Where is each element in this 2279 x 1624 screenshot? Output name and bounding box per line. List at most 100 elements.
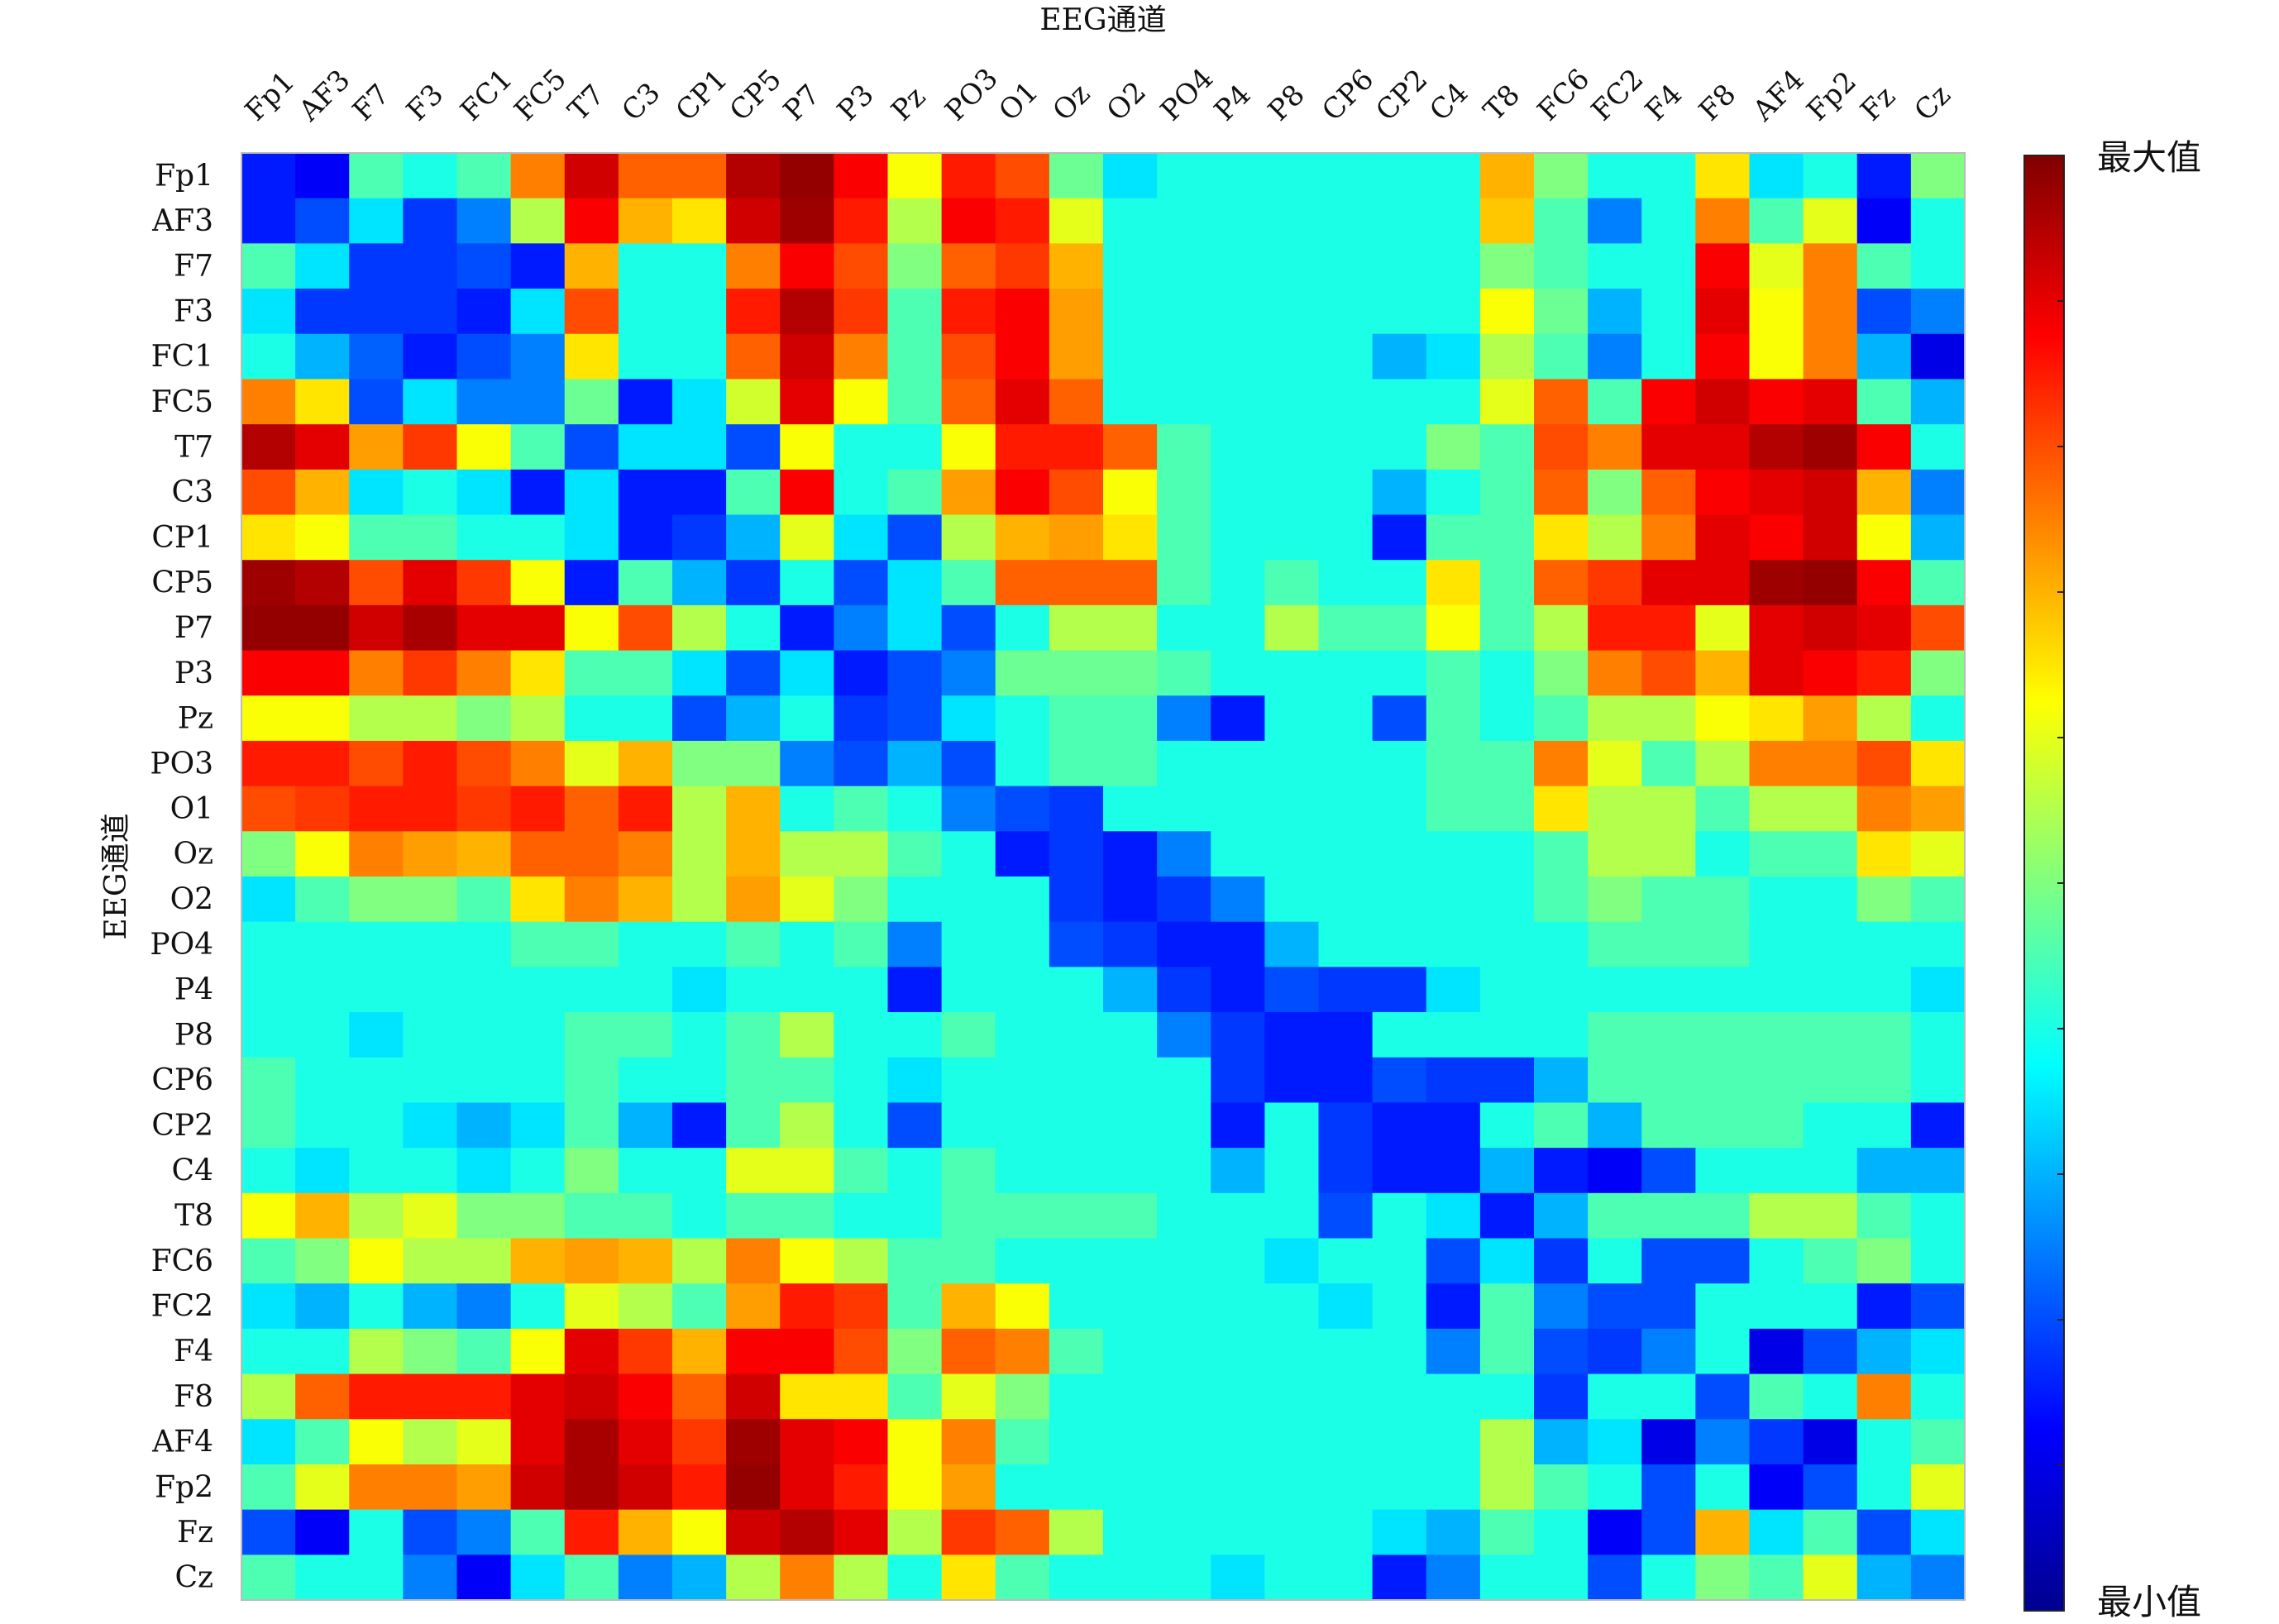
heatmap-cell (1695, 560, 1751, 606)
heatmap-cell (726, 1464, 781, 1511)
heatmap-cell (834, 786, 889, 832)
heatmap-cell (1534, 1328, 1589, 1375)
heatmap-cell (1318, 153, 1374, 199)
heatmap-cell (941, 695, 996, 742)
heatmap-cell (1641, 967, 1696, 1013)
heatmap-cell (1695, 153, 1751, 199)
heatmap-cell (618, 1419, 673, 1465)
heatmap-cell (780, 1464, 834, 1511)
heatmap-cell (887, 424, 943, 470)
heatmap-cell (1157, 1057, 1211, 1104)
heatmap-cell (780, 921, 834, 967)
heatmap-cell (672, 333, 727, 380)
heatmap-cell (1103, 831, 1158, 877)
heatmap-cell (780, 967, 834, 1013)
heatmap-cell (672, 514, 727, 561)
heatmap-cell (887, 921, 943, 967)
heatmap-cell (1749, 786, 1804, 832)
heatmap-cell (995, 1238, 1050, 1284)
heatmap-cell (1264, 1419, 1320, 1465)
heatmap-cell (1641, 786, 1696, 832)
heatmap-cell (1157, 967, 1211, 1013)
heatmap-cell (510, 243, 566, 289)
x-tick-label: F8 (1693, 78, 1742, 127)
heatmap-cell (1534, 1102, 1589, 1149)
heatmap-cell (241, 1102, 296, 1149)
heatmap-cell (349, 1283, 404, 1330)
heatmap-cell (1049, 1057, 1104, 1104)
heatmap-cell (1211, 560, 1265, 606)
heatmap-cell (1695, 289, 1751, 335)
heatmap-cell (1157, 1328, 1211, 1375)
heatmap-cell (726, 514, 781, 561)
x-tick-label: Fp1 (239, 65, 302, 128)
heatmap-cell (1479, 289, 1535, 335)
heatmap-cell (1803, 1373, 1858, 1420)
heatmap-cell (1749, 1373, 1804, 1420)
heatmap-cell (1103, 740, 1158, 787)
heatmap-cell (1588, 514, 1642, 561)
heatmap-cell (1372, 243, 1427, 289)
heatmap-cell (564, 333, 619, 380)
heatmap-cell (1211, 740, 1265, 787)
heatmap-cell (1103, 198, 1158, 244)
heatmap-cell (887, 967, 943, 1013)
colorbar-max-label: 最大值 (2097, 137, 2201, 178)
heatmap-cell (618, 289, 673, 335)
heatmap-cell (1588, 1012, 1642, 1058)
heatmap-cell (510, 469, 566, 516)
heatmap-cell (1534, 560, 1589, 606)
heatmap-cell (1749, 198, 1804, 244)
heatmap-cell (1372, 604, 1427, 652)
heatmap-cell (1211, 1555, 1265, 1601)
heatmap-cell (1803, 514, 1858, 561)
y-tick-label: F7 (174, 250, 213, 284)
heatmap-cell (834, 1419, 889, 1465)
heatmap-cell (1479, 560, 1535, 606)
heatmap-cell (456, 424, 512, 470)
heatmap-cell (1588, 243, 1642, 289)
heatmap-cell (1910, 1102, 1966, 1149)
heatmap-cell (780, 604, 834, 652)
heatmap-cell (672, 1373, 727, 1420)
heatmap-cell (726, 831, 781, 877)
heatmap-cell (1534, 1419, 1589, 1465)
heatmap-cell (1641, 153, 1696, 199)
heatmap-cell (564, 740, 619, 787)
heatmap-cell (834, 831, 889, 877)
heatmap-cell (726, 1509, 781, 1555)
heatmap-cell (349, 560, 404, 606)
heatmap-cell (1318, 1283, 1374, 1330)
heatmap-cell (1157, 1509, 1211, 1555)
heatmap-cell (1534, 469, 1589, 516)
heatmap-cell (1534, 289, 1589, 335)
heatmap-cell (1641, 1283, 1696, 1330)
heatmap-cell (1049, 424, 1104, 470)
heatmap-cell (1479, 876, 1535, 923)
y-tick-label: FC6 (151, 1244, 213, 1278)
heatmap-cell (1426, 289, 1481, 335)
heatmap-cell (349, 333, 404, 380)
heatmap-cell (1695, 1148, 1751, 1194)
heatmap-cell (726, 469, 781, 516)
y-tick-label: AF3 (151, 204, 213, 238)
heatmap-cell (1641, 1464, 1696, 1511)
heatmap-cell (1910, 695, 1966, 742)
heatmap-cell (295, 1238, 350, 1284)
heatmap-cell (1749, 514, 1804, 561)
heatmap-cell (780, 1192, 834, 1239)
heatmap-cell (349, 1148, 404, 1194)
heatmap-cell (1264, 560, 1320, 606)
heatmap-cell (456, 1373, 512, 1420)
heatmap-cell (510, 1419, 566, 1465)
heatmap-cell (1910, 243, 1966, 289)
heatmap-cell (1749, 831, 1804, 877)
heatmap-cell (1641, 1238, 1696, 1284)
heatmap-cell (1372, 1192, 1427, 1239)
heatmap-cell (1049, 198, 1104, 244)
heatmap-cell (456, 243, 512, 289)
heatmap-cell (295, 243, 350, 289)
heatmap-cell (726, 153, 781, 199)
heatmap-cell (564, 379, 619, 425)
heatmap-cell (1479, 1464, 1535, 1511)
